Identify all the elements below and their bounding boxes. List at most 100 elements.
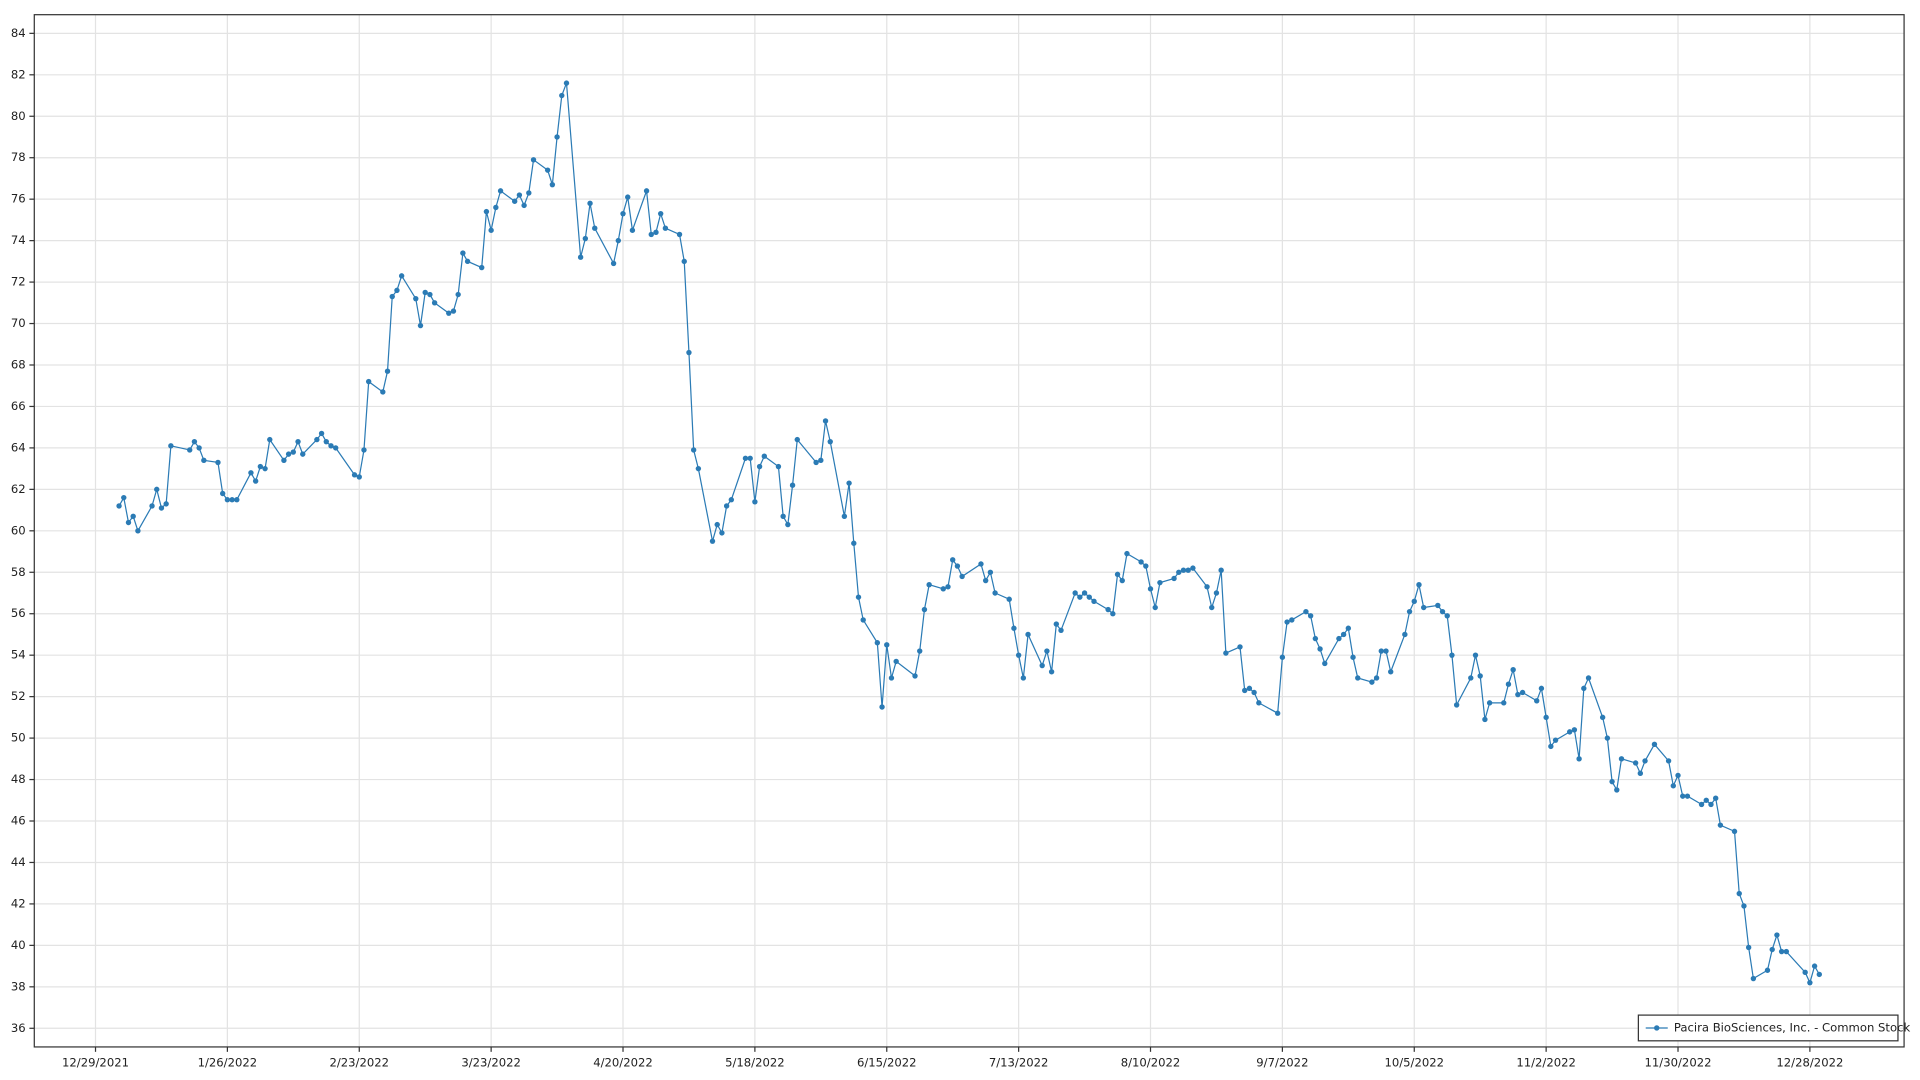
data-point bbox=[1736, 890, 1742, 897]
data-point bbox=[1246, 685, 1253, 692]
legend-label: Pacira BioSciences, Inc. - Common Stock bbox=[1674, 1020, 1911, 1034]
data-point bbox=[653, 229, 659, 236]
y-tick-label: 52 bbox=[11, 689, 26, 703]
data-point bbox=[460, 250, 466, 256]
data-point bbox=[648, 231, 654, 238]
data-point bbox=[780, 513, 786, 520]
data-point bbox=[940, 586, 946, 592]
x-tick-label: 9/7/2022 bbox=[1256, 1055, 1308, 1069]
data-point bbox=[493, 204, 499, 211]
y-tick-label: 80 bbox=[11, 109, 26, 123]
data-point bbox=[1091, 598, 1097, 604]
data-point bbox=[267, 436, 273, 443]
x-tick-label: 12/29/2021 bbox=[62, 1055, 129, 1069]
data-point bbox=[215, 459, 221, 466]
data-point bbox=[1811, 963, 1818, 969]
data-point bbox=[620, 210, 626, 217]
y-tick-label: 56 bbox=[11, 606, 26, 620]
data-point bbox=[1472, 652, 1479, 658]
data-point bbox=[1143, 563, 1149, 569]
y-tick-label: 54 bbox=[11, 648, 26, 662]
data-point bbox=[488, 227, 494, 233]
data-point bbox=[1138, 559, 1144, 565]
data-point bbox=[1256, 700, 1262, 706]
data-point bbox=[530, 157, 537, 163]
data-point bbox=[158, 505, 165, 511]
data-point bbox=[978, 561, 984, 567]
data-point bbox=[822, 418, 829, 424]
data-point bbox=[690, 447, 697, 453]
data-point bbox=[893, 658, 899, 665]
data-point bbox=[1548, 743, 1554, 750]
data-point bbox=[1566, 729, 1573, 735]
data-point bbox=[1237, 644, 1243, 650]
data-point bbox=[1190, 565, 1196, 571]
data-point bbox=[756, 463, 763, 470]
data-point bbox=[427, 291, 433, 298]
legend-marker bbox=[1654, 1025, 1660, 1031]
data-point bbox=[1750, 975, 1757, 982]
data-point bbox=[1147, 586, 1154, 592]
data-point bbox=[290, 449, 297, 455]
data-point bbox=[191, 438, 198, 445]
y-tick-label: 84 bbox=[11, 26, 26, 40]
data-point bbox=[1303, 608, 1309, 615]
data-point bbox=[1110, 611, 1116, 617]
data-point bbox=[1515, 691, 1521, 698]
data-point bbox=[1599, 714, 1606, 721]
data-point bbox=[643, 188, 650, 194]
data-point bbox=[1769, 946, 1775, 953]
data-point bbox=[1703, 797, 1709, 803]
data-point bbox=[1439, 608, 1446, 615]
x-tick-label: 6/15/2022 bbox=[857, 1055, 917, 1069]
data-point bbox=[1242, 687, 1248, 694]
data-point bbox=[1180, 567, 1187, 573]
y-tick-label: 74 bbox=[11, 233, 26, 247]
data-point bbox=[1420, 604, 1427, 611]
data-point bbox=[625, 194, 631, 200]
data-point bbox=[1171, 575, 1177, 582]
data-point bbox=[1284, 619, 1290, 625]
data-point bbox=[1350, 654, 1356, 660]
data-point bbox=[431, 300, 438, 306]
data-point bbox=[992, 590, 998, 596]
data-point bbox=[846, 480, 852, 486]
data-point bbox=[789, 482, 796, 488]
data-point bbox=[1388, 669, 1394, 675]
data-point bbox=[1289, 617, 1295, 623]
data-point bbox=[323, 438, 329, 445]
y-tick-label: 46 bbox=[11, 814, 26, 828]
data-point bbox=[1322, 660, 1328, 667]
data-point bbox=[257, 463, 264, 470]
data-point bbox=[686, 349, 692, 356]
data-point bbox=[851, 540, 857, 546]
data-point bbox=[1675, 772, 1681, 779]
x-tick-label: 3/23/2022 bbox=[461, 1055, 521, 1069]
y-tick-label: 40 bbox=[11, 938, 26, 952]
data-point bbox=[1336, 635, 1342, 642]
data-point bbox=[926, 582, 932, 588]
data-point bbox=[1209, 604, 1215, 611]
data-point bbox=[1251, 689, 1257, 696]
data-point bbox=[818, 457, 824, 464]
data-point bbox=[1802, 969, 1808, 976]
data-point bbox=[455, 291, 461, 298]
data-point bbox=[1048, 669, 1055, 675]
data-point bbox=[1416, 582, 1422, 588]
data-point bbox=[1712, 795, 1719, 801]
data-point bbox=[1680, 793, 1686, 799]
data-point bbox=[497, 188, 504, 194]
data-point bbox=[413, 295, 419, 302]
data-point bbox=[1581, 685, 1587, 692]
data-point bbox=[775, 463, 782, 470]
data-point bbox=[1534, 698, 1540, 704]
data-point bbox=[328, 443, 334, 449]
data-point bbox=[657, 210, 664, 217]
data-point bbox=[813, 459, 819, 466]
data-point bbox=[130, 513, 136, 520]
data-point bbox=[1373, 675, 1380, 681]
data-point bbox=[855, 594, 862, 600]
data-point bbox=[1223, 650, 1229, 656]
